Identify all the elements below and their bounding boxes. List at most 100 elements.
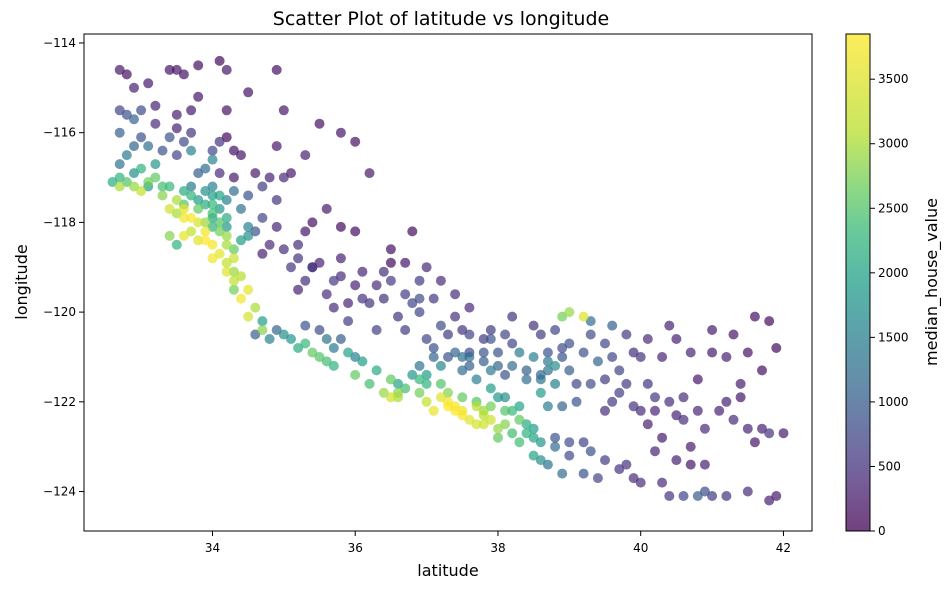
data-point	[193, 60, 204, 71]
data-point	[564, 365, 575, 376]
data-point	[742, 347, 753, 358]
data-point	[193, 217, 204, 228]
data-point	[164, 230, 175, 241]
colorbar-tick-label: 2000	[878, 266, 909, 280]
data-point	[457, 365, 468, 376]
data-point	[421, 378, 432, 389]
data-point	[400, 289, 411, 300]
data-point	[585, 378, 596, 389]
data-point	[721, 396, 732, 407]
data-point	[685, 347, 696, 358]
data-point	[186, 212, 197, 223]
data-point	[214, 55, 225, 66]
data-point	[200, 217, 211, 228]
data-point	[414, 360, 425, 371]
plot-frame	[83, 33, 813, 532]
data-point	[178, 230, 189, 241]
data-point	[585, 316, 596, 327]
colorbar-tick-label: 0	[878, 524, 886, 538]
data-point	[136, 163, 147, 174]
data-point	[129, 168, 139, 179]
data-point	[221, 212, 232, 223]
data-point	[350, 352, 361, 362]
data-point	[186, 145, 197, 156]
data-point	[293, 253, 304, 264]
data-point	[307, 347, 318, 358]
data-point	[214, 136, 225, 147]
data-point	[500, 329, 511, 340]
data-point	[214, 248, 225, 259]
data-point	[514, 437, 525, 448]
data-point	[407, 298, 418, 309]
data-point	[757, 423, 767, 434]
data-point	[614, 365, 625, 376]
data-point	[350, 280, 361, 291]
data-point	[592, 356, 603, 367]
data-point	[771, 491, 782, 501]
data-point	[642, 378, 653, 389]
data-point	[692, 405, 703, 416]
data-point	[121, 69, 132, 80]
data-point	[157, 190, 168, 201]
data-point	[378, 293, 389, 304]
data-point	[450, 289, 461, 300]
data-point	[171, 195, 182, 205]
data-point	[500, 392, 511, 403]
data-point	[592, 473, 603, 484]
data-point	[385, 257, 396, 268]
data-point	[350, 136, 361, 147]
data-point	[500, 419, 511, 430]
data-point	[457, 325, 468, 335]
data-point	[136, 132, 147, 143]
data-point	[428, 352, 439, 362]
data-point	[150, 100, 161, 111]
data-point	[207, 145, 218, 156]
data-point	[114, 159, 125, 170]
data-point	[671, 410, 682, 421]
data-point	[393, 311, 403, 322]
data-point	[542, 347, 553, 358]
data-point	[642, 334, 653, 344]
data-point	[378, 266, 389, 277]
data-point	[557, 401, 568, 412]
data-point	[485, 401, 496, 412]
data-point	[164, 64, 175, 75]
data-point	[178, 186, 189, 196]
data-point	[443, 387, 453, 398]
data-point	[650, 392, 660, 403]
data-point	[485, 334, 496, 344]
data-point	[186, 105, 197, 116]
data-point	[464, 352, 475, 362]
data-point	[621, 329, 632, 340]
data-point	[321, 203, 332, 214]
data-point	[500, 405, 511, 416]
data-point	[200, 163, 211, 174]
data-point	[707, 347, 718, 358]
data-point	[600, 338, 610, 349]
data-point	[286, 168, 296, 179]
data-point	[136, 186, 147, 196]
data-point	[264, 172, 275, 183]
data-point	[278, 105, 289, 116]
data-point	[435, 320, 446, 331]
data-point	[678, 414, 689, 425]
y-tick-label: −114	[43, 36, 76, 50]
data-point	[542, 459, 553, 470]
data-point	[535, 329, 546, 340]
colorbar-tick-label: 1500	[878, 330, 909, 344]
data-points	[107, 55, 789, 506]
data-point	[150, 118, 161, 129]
data-point	[207, 190, 218, 201]
data-point	[671, 334, 682, 344]
data-point	[707, 491, 718, 501]
data-point	[221, 230, 232, 241]
data-point	[314, 118, 325, 129]
data-point	[735, 392, 746, 403]
data-point	[193, 195, 204, 205]
data-point	[321, 334, 332, 344]
data-point	[221, 195, 232, 205]
data-point	[200, 226, 211, 237]
data-point	[236, 235, 246, 246]
data-point	[535, 455, 546, 466]
data-point	[314, 325, 325, 335]
